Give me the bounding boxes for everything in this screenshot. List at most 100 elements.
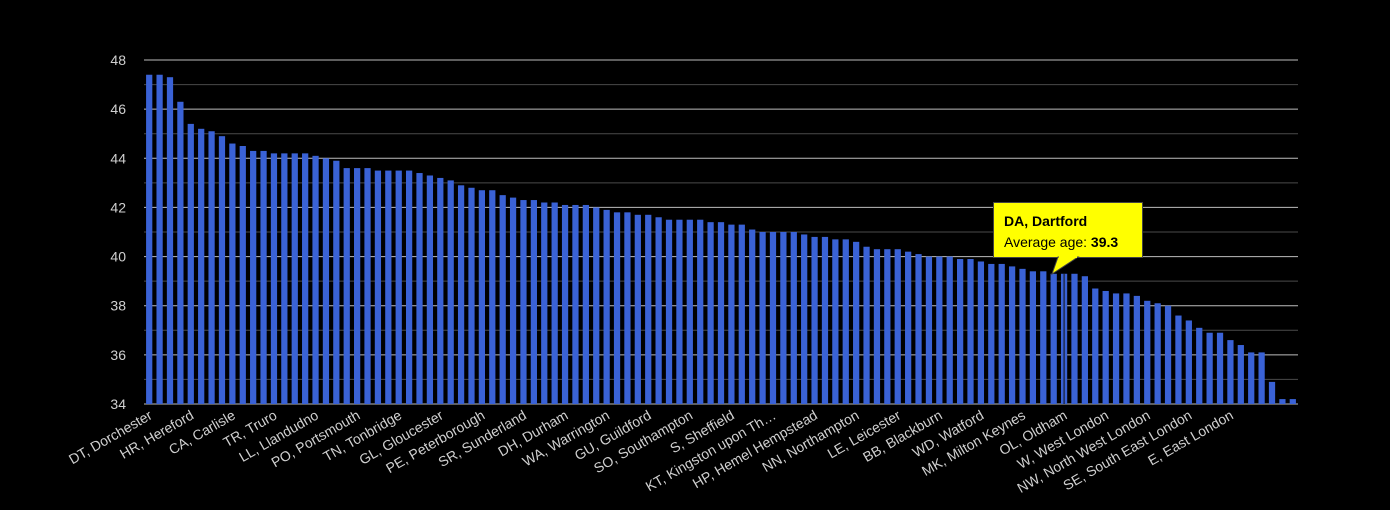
bar[interactable] bbox=[811, 236, 818, 404]
bar[interactable] bbox=[977, 261, 985, 404]
bar[interactable] bbox=[801, 234, 808, 404]
bar[interactable] bbox=[1081, 276, 1088, 404]
bar[interactable] bbox=[1133, 295, 1140, 404]
bar[interactable] bbox=[1071, 273, 1078, 404]
bar[interactable] bbox=[1248, 352, 1255, 404]
bar[interactable] bbox=[1040, 271, 1047, 404]
bar[interactable] bbox=[645, 214, 652, 404]
bar[interactable] bbox=[333, 160, 340, 404]
bar[interactable] bbox=[395, 170, 402, 404]
bar[interactable] bbox=[187, 123, 194, 404]
bar[interactable] bbox=[1092, 288, 1099, 404]
bar[interactable] bbox=[1008, 266, 1016, 404]
bar[interactable] bbox=[281, 153, 288, 404]
bar[interactable] bbox=[302, 153, 309, 404]
bar[interactable] bbox=[780, 232, 787, 404]
bar[interactable] bbox=[998, 263, 1005, 404]
bar[interactable] bbox=[655, 217, 662, 404]
bar[interactable] bbox=[603, 209, 610, 404]
bar[interactable] bbox=[946, 256, 953, 404]
bar[interactable] bbox=[166, 77, 174, 404]
bar[interactable] bbox=[1029, 271, 1037, 404]
bar[interactable] bbox=[1123, 293, 1130, 404]
bar[interactable] bbox=[613, 212, 621, 404]
bar[interactable] bbox=[1164, 305, 1172, 404]
bar[interactable] bbox=[1175, 315, 1182, 404]
bar[interactable] bbox=[624, 212, 631, 404]
bar[interactable] bbox=[374, 170, 382, 404]
bar[interactable] bbox=[541, 202, 548, 404]
bar[interactable] bbox=[832, 239, 839, 404]
bar[interactable] bbox=[468, 187, 475, 404]
bar[interactable] bbox=[925, 256, 933, 404]
bar[interactable] bbox=[967, 259, 974, 404]
bar[interactable] bbox=[707, 222, 714, 404]
bar[interactable] bbox=[447, 180, 454, 404]
bar[interactable] bbox=[749, 229, 756, 404]
bar[interactable] bbox=[582, 204, 589, 404]
bar[interactable] bbox=[478, 190, 485, 404]
bar[interactable] bbox=[936, 256, 943, 404]
bar[interactable] bbox=[561, 204, 569, 404]
bar[interactable] bbox=[863, 246, 870, 404]
bar[interactable] bbox=[260, 150, 267, 404]
bar[interactable] bbox=[499, 195, 506, 404]
bar[interactable] bbox=[312, 155, 319, 404]
bar[interactable] bbox=[426, 175, 434, 404]
bar[interactable] bbox=[1154, 303, 1161, 404]
bar[interactable] bbox=[1144, 300, 1151, 404]
bar[interactable] bbox=[405, 170, 413, 404]
bar[interactable] bbox=[1289, 399, 1296, 404]
bar[interactable] bbox=[270, 153, 278, 404]
bar[interactable] bbox=[572, 204, 579, 404]
bar[interactable] bbox=[894, 249, 901, 404]
bar[interactable] bbox=[509, 197, 517, 404]
bar[interactable] bbox=[665, 219, 673, 404]
bar[interactable] bbox=[790, 232, 797, 404]
bar[interactable] bbox=[1050, 273, 1057, 404]
bar[interactable] bbox=[1237, 345, 1244, 404]
bar[interactable] bbox=[177, 101, 184, 405]
bar[interactable] bbox=[915, 254, 922, 404]
bar[interactable] bbox=[1227, 340, 1234, 404]
bar[interactable] bbox=[821, 236, 829, 404]
bar[interactable] bbox=[156, 74, 163, 405]
bar[interactable] bbox=[239, 146, 246, 404]
bar[interactable] bbox=[728, 224, 735, 404]
bar[interactable] bbox=[198, 128, 205, 405]
bar[interactable] bbox=[697, 219, 704, 404]
bar[interactable] bbox=[364, 168, 371, 404]
bar[interactable] bbox=[1112, 293, 1120, 404]
bar[interactable] bbox=[354, 168, 361, 404]
bar[interactable] bbox=[146, 74, 153, 405]
bar[interactable] bbox=[229, 143, 236, 405]
bar[interactable] bbox=[1279, 399, 1286, 404]
bar[interactable] bbox=[489, 190, 496, 404]
bar[interactable] bbox=[842, 239, 849, 404]
bar[interactable] bbox=[1268, 381, 1276, 404]
bar[interactable] bbox=[759, 232, 766, 404]
bar[interactable] bbox=[322, 158, 330, 404]
bar[interactable] bbox=[1258, 352, 1265, 404]
bar[interactable] bbox=[1185, 320, 1192, 404]
bar[interactable] bbox=[385, 170, 392, 404]
bar[interactable] bbox=[634, 214, 641, 404]
bar[interactable] bbox=[873, 249, 881, 404]
bar[interactable] bbox=[1102, 290, 1109, 404]
bar[interactable] bbox=[437, 177, 444, 404]
bar[interactable] bbox=[1206, 332, 1213, 404]
bar[interactable] bbox=[343, 168, 350, 404]
bar[interactable] bbox=[520, 200, 527, 404]
bar[interactable] bbox=[593, 207, 600, 404]
bar[interactable] bbox=[1216, 332, 1224, 404]
bar[interactable] bbox=[957, 259, 964, 404]
bar[interactable] bbox=[291, 153, 298, 404]
bar[interactable] bbox=[530, 200, 537, 404]
bar[interactable] bbox=[250, 150, 257, 404]
bar[interactable] bbox=[853, 241, 860, 404]
bar[interactable] bbox=[769, 232, 777, 404]
bar[interactable] bbox=[988, 263, 995, 404]
bar[interactable] bbox=[905, 251, 912, 404]
bar[interactable] bbox=[1196, 327, 1203, 404]
bar[interactable] bbox=[717, 222, 725, 404]
